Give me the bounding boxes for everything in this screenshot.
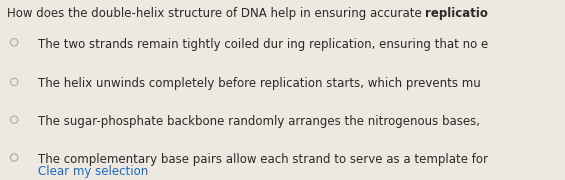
Point <box>10 41 19 44</box>
Point <box>10 156 19 159</box>
Text: Clear my selection: Clear my selection <box>38 165 149 178</box>
Text: The two strands remain tightly coiled dur ing replication, ensuring that no e: The two strands remain tightly coiled du… <box>38 38 489 51</box>
Text: The sugar-phosphate backbone randomly arranges the nitrogenous bases,: The sugar-phosphate backbone randomly ar… <box>38 115 480 128</box>
Point <box>10 80 19 83</box>
Text: How does the double-helix structure of DNA help in ensuring accurate: How does the double-helix structure of D… <box>7 7 425 20</box>
Text: The complementary base pairs allow each strand to serve as a template for: The complementary base pairs allow each … <box>38 153 488 166</box>
Point <box>10 118 19 121</box>
Text: The helix unwinds completely before replication starts, which prevents mu: The helix unwinds completely before repl… <box>38 77 481 90</box>
Text: replicatio: replicatio <box>425 7 488 20</box>
